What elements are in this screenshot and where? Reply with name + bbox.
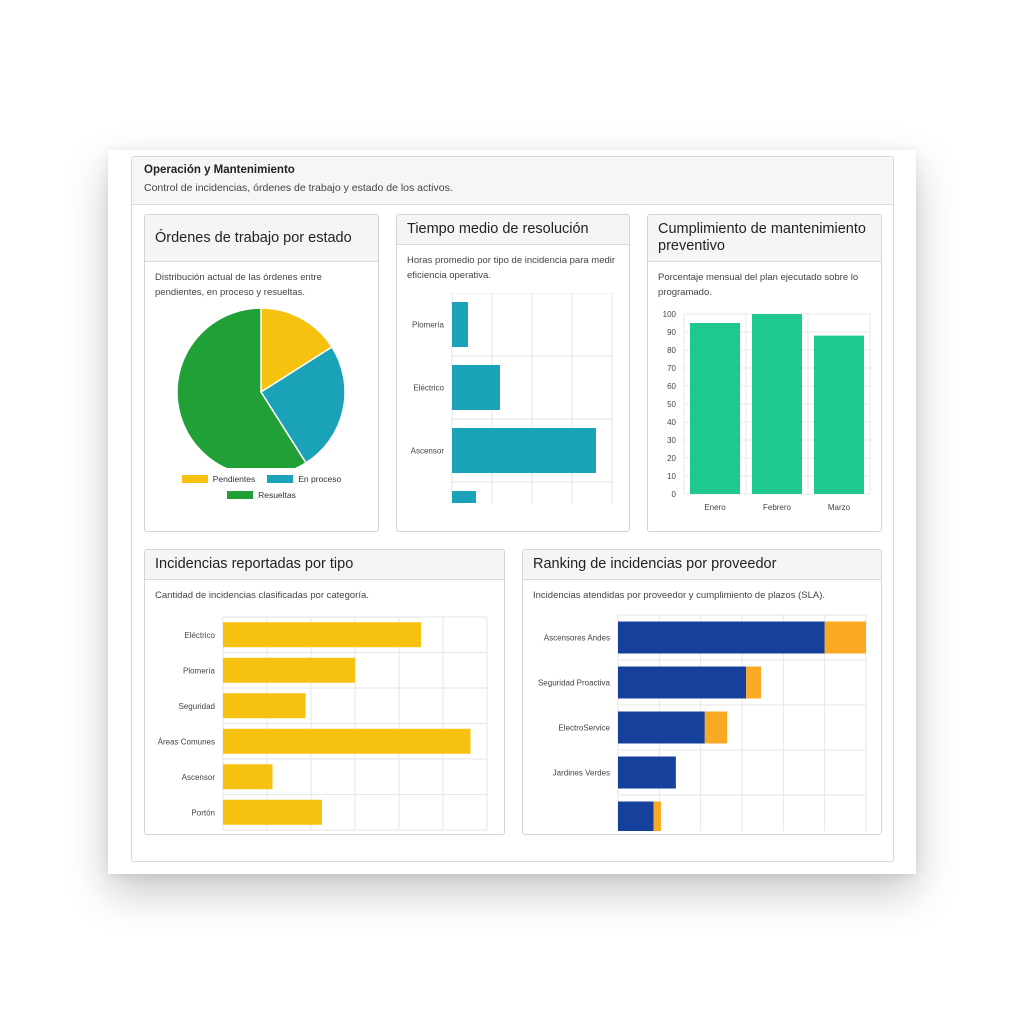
rank-bar-electroservice-s1: [704, 711, 728, 744]
cumpl-ytick-10: 10: [667, 472, 676, 481]
cumpl-ytick-100: 100: [663, 310, 677, 319]
rank-label-jardines-verdes: Jardines Verdes: [553, 769, 610, 778]
cumpl-ytick-80: 80: [667, 346, 676, 355]
card-incidencias-title: Incidencias reportadas por tipo: [155, 556, 354, 572]
cumpl-xtick-marzo: Marzo: [828, 503, 851, 512]
card-cumplimiento-description: Porcentaje mensual del plan ejecutado so…: [658, 272, 859, 298]
card-tiempo: Tiempo medio de resolución Horas promedi…: [396, 214, 630, 532]
card-ranking-title: Ranking de incidencias por proveedor: [533, 556, 777, 572]
legend-swatch-pendientes: [181, 475, 208, 483]
cumpl-ytick-30: 30: [667, 436, 676, 445]
pie-slice-en-proceso: [259, 345, 346, 464]
tiempo-bar-item-3: [452, 491, 476, 503]
incid-label-plomeria: Plomería: [183, 666, 216, 675]
incid-bar-areas-comunes: [223, 728, 471, 754]
card-ranking-header: Ranking de incidencias por proveedor: [523, 550, 881, 580]
legend-swatch-resueltas: [227, 491, 254, 499]
incid-label-porton: Portón: [191, 808, 215, 817]
card-incidencias: Incidencias reportadas por tipo Cantidad…: [144, 549, 505, 835]
rank-bar-jardines-verdes-s0: [618, 756, 676, 789]
incid-bar-ascensor: [223, 764, 273, 790]
card-estado-header: Órdenes de trabajo por estado: [145, 215, 378, 262]
pie-slice-resueltas: [176, 308, 308, 468]
tiempo-label-plomeria: Plomería: [412, 321, 445, 330]
card-tiempo-title: Tiempo medio de resolución: [407, 221, 589, 237]
incid-label-ascensor: Ascensor: [182, 773, 216, 782]
incid-label-areas-comunes: Áreas Comunes: [158, 737, 215, 746]
card-cumplimiento: Cumplimiento de mantenimiento preventivo…: [647, 214, 882, 532]
card-tiempo-header: Tiempo medio de resolución: [397, 215, 629, 245]
card-estado-description: Distribución actual de las órdenes entre…: [155, 272, 322, 298]
cumpl-ytick-90: 90: [667, 328, 676, 337]
cumpl-ytick-70: 70: [667, 364, 676, 373]
pie-slice-pendientes: [260, 308, 333, 394]
tiempo-bar-chart: Plomería Eléctrico Ascensor: [411, 293, 613, 503]
legend-label-pendientes: Pendientes: [212, 474, 256, 484]
rank-label-electroservice: ElectroService: [558, 724, 610, 733]
cumpl-ytick-60: 60: [667, 382, 676, 391]
card-estado-title: Órdenes de trabajo por estado: [155, 229, 352, 246]
pie-legend: Pendientes En proceso Resueltas: [145, 474, 378, 500]
cumpl-ytick-0: 0: [672, 490, 677, 499]
cumpl-ytick-20: 20: [667, 454, 676, 463]
rank-bar-seguridad-proactiva-s1: [746, 666, 762, 699]
card-tiempo-description: Horas promedio por tipo de incidencia pa…: [407, 255, 616, 281]
tiempo-bar-plomeria: [452, 302, 468, 347]
rank-bar-item-4-s1: [653, 801, 661, 831]
incid-bar-seguridad: [223, 693, 306, 719]
incid-bar-plomeria: [223, 657, 355, 683]
cumpl-bar-febrero: [752, 314, 802, 494]
card-ranking-description: Incidencias atendidas por proveedor y cu…: [533, 590, 826, 601]
legend-swatch-en-proceso: [267, 475, 294, 483]
card-cumplimiento-header: Cumplimiento de mantenimiento preventivo: [648, 215, 881, 262]
tiempo-bar-ascensor: [452, 428, 596, 473]
cumplimiento-bar-chart: 0 10 20 30 40 50 60 70 80 90 100 Enero Febrero Marzo: [663, 310, 871, 512]
cumpl-xtick-enero: Enero: [704, 503, 726, 512]
cumpl-bar-enero: [690, 323, 740, 494]
legend-label-en-proceso: En proceso: [298, 474, 342, 484]
legend-resueltas[interactable]: Resueltas: [227, 490, 296, 500]
rank-label-ascensores-andes: Ascensores Andes: [544, 634, 610, 643]
incidencias-bar-chart: Eléctrico Plomería Seguridad Áreas Comunes A…: [158, 616, 488, 831]
card-cumplimiento-title: Cumplimiento de mantenimiento preventivo: [658, 221, 866, 254]
pie-chart: [176, 308, 346, 468]
rank-label-seguridad-proactiva: Seguridad Proactiva: [538, 679, 611, 688]
rank-bar-ascensores-andes-s1: [824, 621, 866, 654]
legend-pendientes[interactable]: Pendientes: [181, 474, 256, 484]
rank-bar-ascensores-andes-s0: [618, 621, 825, 654]
tiempo-label-ascensor: Ascensor: [411, 447, 445, 456]
card-incidencias-description: Cantidad de incidencias clasificadas por…: [155, 590, 369, 601]
tiempo-bar-electrico: [452, 365, 500, 410]
incid-bar-electrico: [223, 622, 421, 648]
legend-label-resueltas: Resueltas: [258, 490, 296, 500]
incid-label-electrico: Eléctrico: [184, 631, 215, 640]
panel-title: Operación y Mantenimiento: [144, 164, 295, 176]
ranking-bar-chart: Ascensores Andes Seguridad Proactiva Elect…: [538, 614, 867, 831]
panel-subtitle: Control de incidencias, órdenes de traba…: [144, 182, 453, 194]
cumpl-xtick-febrero: Febrero: [763, 503, 792, 512]
card-incidencias-header: Incidencias reportadas por tipo: [145, 550, 504, 580]
cumpl-bar-marzo: [814, 335, 864, 494]
rank-bar-item-4-s0: [618, 801, 654, 831]
card-estado: Órdenes de trabajo por estado Distribuci…: [144, 214, 379, 532]
cumpl-ytick-50: 50: [667, 400, 676, 409]
incid-label-seguridad: Seguridad: [179, 702, 215, 711]
panel-header: Operación y Mantenimiento Control de inc…: [132, 157, 893, 205]
rank-bar-electroservice-s0: [618, 711, 705, 744]
rank-bar-seguridad-proactiva-s0: [618, 666, 747, 699]
card-ranking: Ranking de incidencias por proveedor Inc…: [522, 549, 882, 835]
tiempo-label-electrico: Eléctrico: [413, 384, 444, 393]
incid-bar-porton: [223, 799, 322, 825]
legend-en-proceso[interactable]: En proceso: [267, 474, 341, 484]
cumpl-ytick-40: 40: [667, 418, 676, 427]
